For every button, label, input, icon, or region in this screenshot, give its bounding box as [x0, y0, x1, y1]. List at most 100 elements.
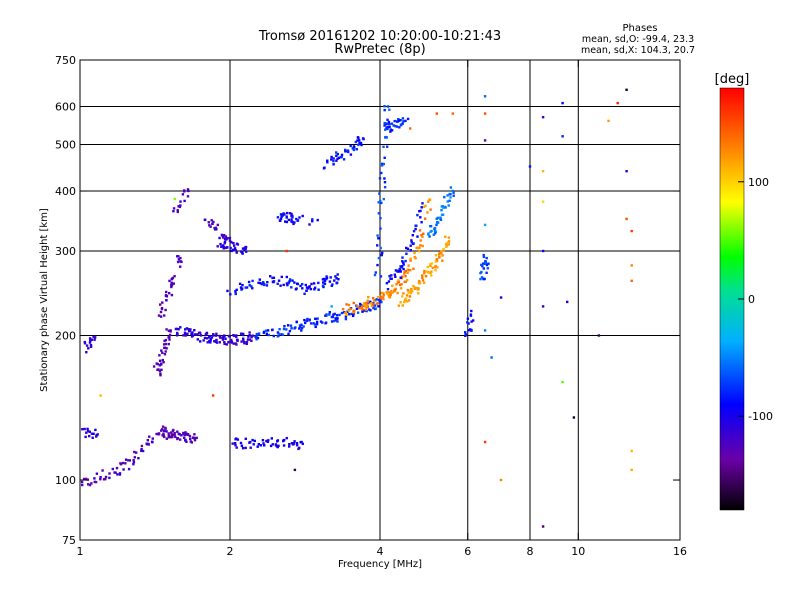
- trace-point: [404, 297, 408, 300]
- trace-point: [151, 437, 154, 440]
- trace-point: [294, 288, 298, 291]
- trace-point: [398, 267, 401, 271]
- trace-point: [362, 302, 366, 305]
- trace-point: [285, 282, 289, 285]
- trace-point: [404, 280, 407, 283]
- trace-point: [430, 262, 434, 265]
- trace-point: [345, 303, 348, 306]
- trace-point: [257, 443, 260, 446]
- y-tick-label: 75: [62, 534, 76, 547]
- trace-point: [303, 292, 306, 295]
- trace-point: [140, 448, 143, 451]
- data-point: [483, 329, 487, 332]
- trace-point: [250, 339, 253, 342]
- trace-point: [132, 463, 135, 466]
- trace-point: [295, 442, 299, 445]
- trace-point: [326, 159, 329, 163]
- trace-point: [429, 264, 432, 267]
- trace-point: [400, 283, 403, 286]
- trace-point: [404, 298, 407, 302]
- trace-point: [291, 214, 294, 218]
- trace-point: [434, 269, 437, 272]
- trace-point: [382, 162, 385, 166]
- trace-point: [264, 329, 268, 332]
- trace-point: [358, 141, 361, 145]
- trace-point: [482, 267, 485, 270]
- trace-point: [271, 276, 274, 280]
- data-point: [541, 170, 545, 173]
- trace-point: [299, 284, 302, 288]
- trace-point: [206, 337, 209, 340]
- trace-point: [413, 251, 416, 255]
- trace-point: [164, 350, 167, 353]
- trace-point: [393, 289, 397, 292]
- trace-point: [164, 338, 168, 342]
- trace-point: [400, 266, 403, 269]
- trace-point: [330, 155, 333, 159]
- trace-point: [177, 328, 180, 331]
- trace-point: [388, 108, 391, 111]
- trace-point: [485, 256, 488, 260]
- trace-point: [421, 235, 424, 238]
- trace-point: [234, 290, 237, 293]
- trace-point: [220, 245, 223, 248]
- trace-point: [313, 286, 317, 289]
- trace-point: [434, 254, 438, 257]
- trace-point: [377, 305, 380, 308]
- trace-point: [189, 328, 192, 331]
- trace-point: [436, 216, 440, 220]
- trace-point: [115, 466, 119, 470]
- trace-point: [223, 242, 226, 245]
- trace-point: [276, 335, 280, 338]
- trace-point: [156, 362, 160, 366]
- trace-point: [186, 195, 190, 198]
- trace-point: [291, 216, 294, 219]
- trace-point: [247, 280, 251, 284]
- trace-point: [248, 331, 251, 334]
- trace-point: [229, 246, 232, 250]
- data-points: [80, 88, 633, 528]
- trace-point: [479, 277, 482, 281]
- trace-point: [414, 227, 417, 231]
- trace-point: [358, 139, 361, 142]
- trace-point: [410, 287, 413, 291]
- trace-point: [223, 240, 227, 243]
- trace-point: [388, 295, 391, 298]
- trace-point: [221, 234, 225, 237]
- trace-point: [361, 310, 364, 313]
- trace-point: [332, 159, 335, 163]
- trace-point: [425, 270, 428, 273]
- data-point: [561, 135, 564, 138]
- trace-point: [168, 338, 171, 341]
- trace-point: [127, 459, 130, 462]
- trace-point: [88, 434, 91, 438]
- trace-point: [369, 300, 372, 303]
- trace-point: [355, 148, 358, 151]
- trace-point: [287, 281, 290, 285]
- trace-point: [344, 311, 347, 314]
- trace-point: [124, 458, 128, 461]
- trace-point: [423, 217, 427, 220]
- trace-point: [324, 322, 327, 325]
- trace-point: [221, 338, 225, 341]
- trace-point: [417, 287, 420, 290]
- trace-point: [241, 447, 245, 450]
- trace-point: [236, 339, 239, 343]
- trace-point: [432, 233, 435, 236]
- trace-point: [399, 276, 402, 279]
- y-tick-label: 600: [55, 101, 76, 114]
- trace-point: [376, 302, 380, 305]
- trace-point: [397, 119, 401, 122]
- trace-point: [262, 330, 266, 334]
- trace-point: [441, 205, 444, 208]
- trace-point: [383, 186, 387, 189]
- trace-point: [351, 147, 354, 150]
- trace-point: [367, 301, 370, 305]
- trace-point: [304, 283, 307, 287]
- trace-point: [262, 283, 266, 287]
- trace-point: [223, 342, 226, 345]
- trace-point: [229, 293, 232, 296]
- trace-point: [251, 438, 254, 442]
- trace-point: [392, 124, 395, 127]
- trace-point: [321, 278, 325, 281]
